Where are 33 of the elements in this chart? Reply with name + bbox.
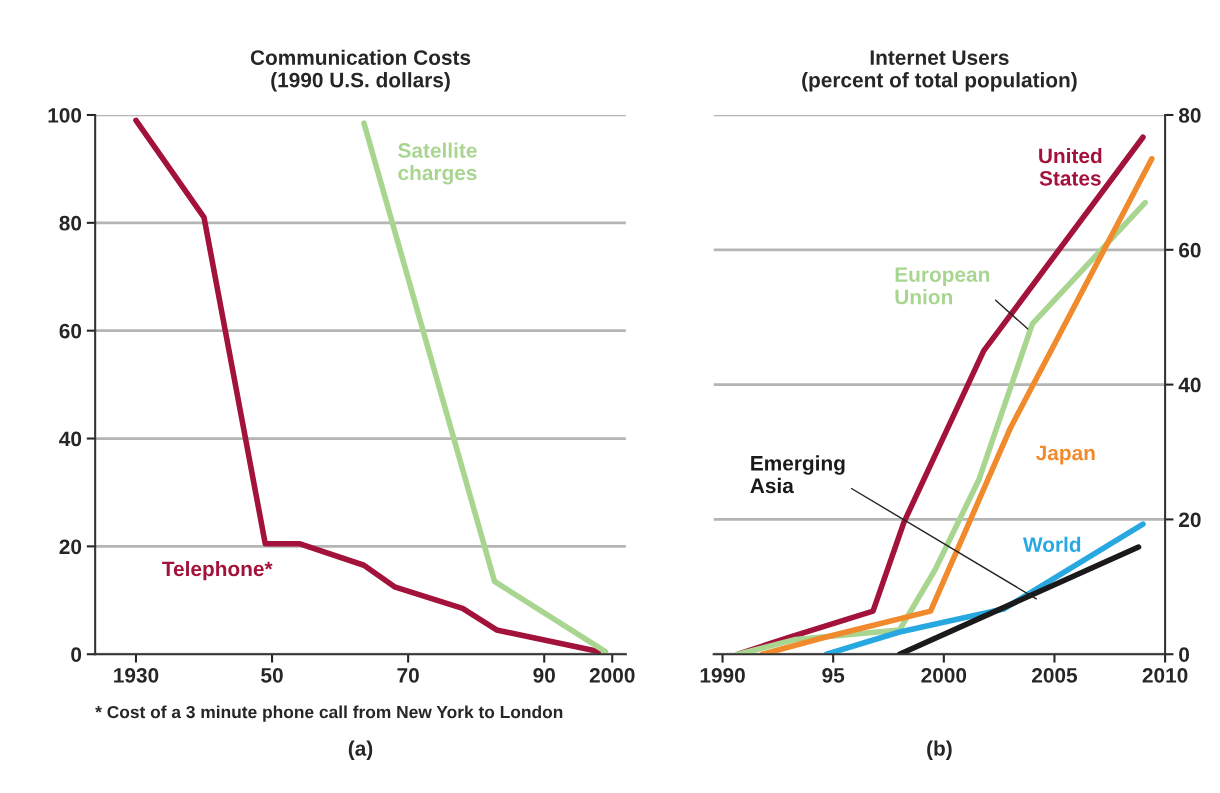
chart-title: Communication Costs (1990 U.S. dollars) — [250, 49, 471, 92]
text: * Cost of a 3 minute phone call from New York to London — [95, 705, 563, 722]
series-label: Japan — [1036, 445, 1095, 465]
y-tick-label: 80 — [1178, 107, 1201, 123]
y-tick-label: 80 — [59, 215, 82, 231]
series-label: Telephone* — [162, 560, 273, 581]
y-tick-label: 0 — [71, 647, 82, 662]
series-label: World — [1022, 536, 1081, 552]
series-label: United States — [1039, 147, 1102, 186]
y-tick-label: 60 — [1179, 242, 1201, 258]
text: (a) — [348, 740, 373, 760]
x-tick-label: 95 — [822, 667, 845, 683]
y-tick-label: 20 — [59, 539, 82, 555]
y-tick-label: 40 — [1178, 377, 1201, 393]
text: (b) — [927, 740, 952, 760]
x-tick-label: 50 — [261, 667, 283, 683]
y-tick-label: 20 — [1179, 512, 1201, 528]
y-tick-label: 0 — [1179, 647, 1190, 662]
y-tick-label: 100 — [48, 107, 82, 123]
x-tick-label: 1990 — [700, 667, 745, 683]
series-label: Satellite charges — [398, 142, 477, 185]
x-tick-label: 2000 — [589, 667, 635, 683]
y-tick-label: 60 — [59, 323, 82, 339]
y-tick-label: 40 — [59, 431, 82, 447]
text: Emerging Asia — [750, 455, 845, 494]
x-tick-label: 90 — [533, 667, 555, 683]
x-tick-label: 70 — [397, 667, 419, 683]
x-tick-label: 2005 — [1032, 667, 1078, 683]
x-tick-label: 2010 — [1142, 667, 1188, 683]
x-tick-label: 2000 — [921, 667, 967, 683]
x-tick-label: 1930 — [114, 667, 159, 683]
chart-title: Internet Users (percent of total population) — [802, 50, 1077, 92]
text: European Union — [895, 267, 990, 305]
